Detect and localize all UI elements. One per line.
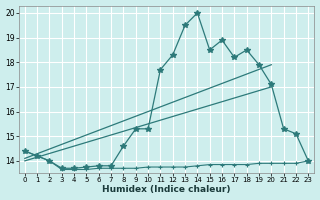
X-axis label: Humidex (Indice chaleur): Humidex (Indice chaleur) [102,185,231,194]
